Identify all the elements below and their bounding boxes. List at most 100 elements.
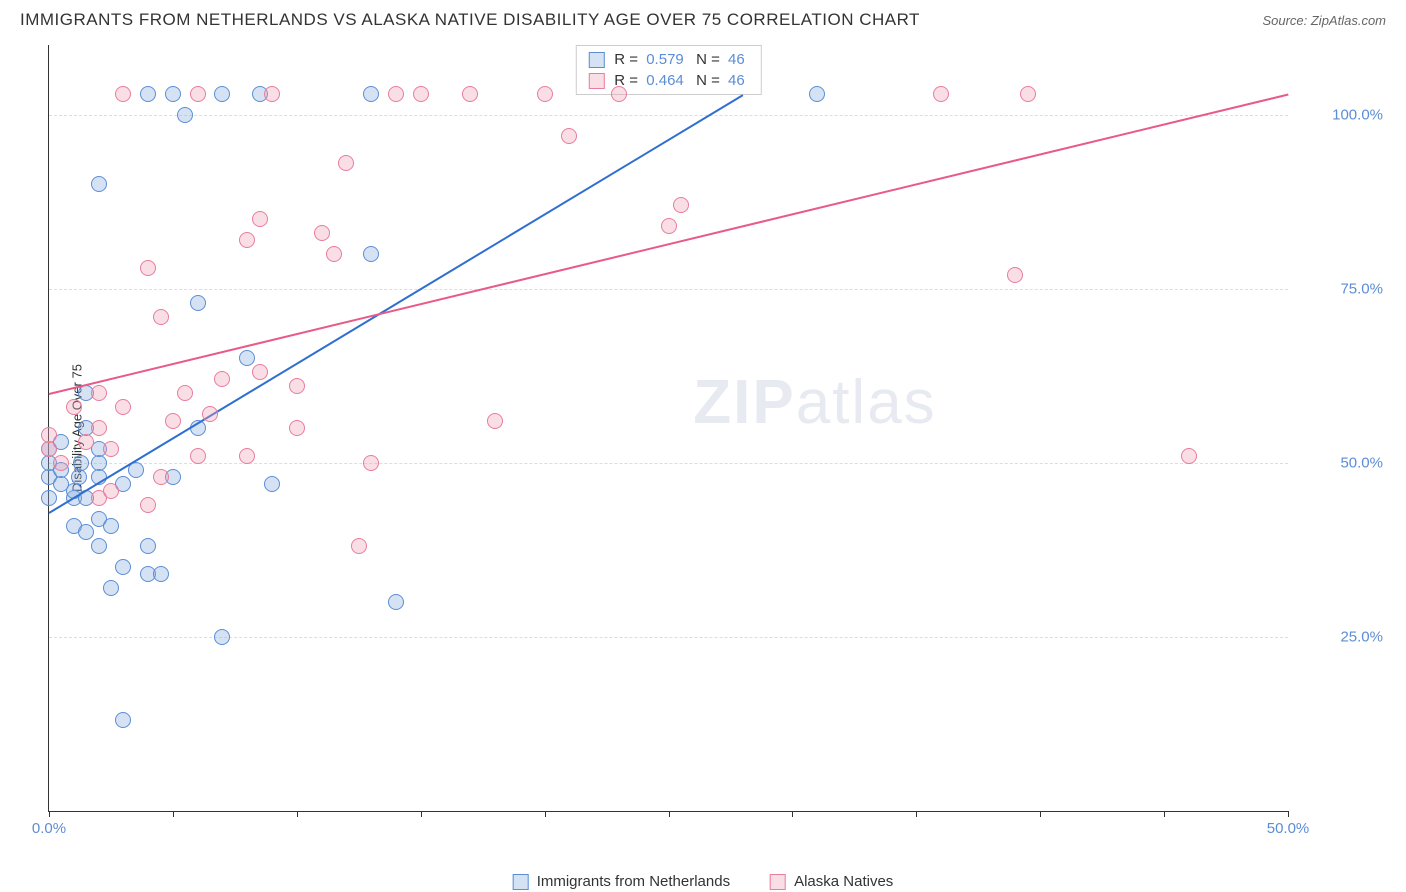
legend-swatch <box>588 73 604 89</box>
scatter-point <box>202 406 218 422</box>
scatter-point <box>239 350 255 366</box>
scatter-point <box>809 86 825 102</box>
watermark: ZIPatlas <box>693 367 936 438</box>
scatter-point <box>214 371 230 387</box>
scatter-point <box>153 469 169 485</box>
scatter-point <box>91 538 107 554</box>
legend-label: Immigrants from Netherlands <box>537 873 730 890</box>
scatter-point <box>53 455 69 471</box>
scatter-point <box>611 86 627 102</box>
scatter-point <box>363 86 379 102</box>
y-tick-label: 50.0% <box>1293 454 1383 471</box>
x-tick <box>1164 811 1165 817</box>
correlation-row: R = 0.579 N = 46 <box>576 49 760 70</box>
gridline-h <box>49 463 1288 464</box>
scatter-point <box>115 559 131 575</box>
x-tick-label: 0.0% <box>32 820 66 837</box>
scatter-point <box>103 518 119 534</box>
scatter-point <box>140 260 156 276</box>
scatter-point <box>1020 86 1036 102</box>
scatter-point <box>661 218 677 234</box>
scatter-point <box>314 225 330 241</box>
scatter-point <box>561 128 577 144</box>
legend-item: Alaska Natives <box>770 873 893 890</box>
correlation-row: R = 0.464 N = 46 <box>576 70 760 91</box>
scatter-point <box>363 455 379 471</box>
chart-container: Disability Age Over 75 ZIPatlas R = 0.57… <box>48 45 1388 842</box>
x-tick <box>297 811 298 817</box>
scatter-point <box>252 364 268 380</box>
gridline-h <box>49 289 1288 290</box>
legend-item: Immigrants from Netherlands <box>513 873 730 890</box>
scatter-point <box>1181 448 1197 464</box>
scatter-point <box>165 86 181 102</box>
scatter-point <box>91 420 107 436</box>
series-legend: Immigrants from Netherlands Alaska Native… <box>513 873 894 890</box>
scatter-point <box>115 399 131 415</box>
scatter-point <box>103 441 119 457</box>
scatter-point <box>71 469 87 485</box>
scatter-point <box>1007 267 1023 283</box>
scatter-point <box>252 211 268 227</box>
correlation-text: R = 0.579 N = 46 <box>614 51 748 68</box>
x-tick <box>916 811 917 817</box>
scatter-point <box>103 580 119 596</box>
x-tick <box>792 811 793 817</box>
chart-title: IMMIGRANTS FROM NETHERLANDS VS ALASKA NA… <box>20 10 920 30</box>
legend-swatch <box>513 874 529 890</box>
scatter-point <box>140 86 156 102</box>
legend-label: Alaska Natives <box>794 873 893 890</box>
x-tick <box>49 811 50 817</box>
scatter-point <box>78 524 94 540</box>
x-tick <box>173 811 174 817</box>
scatter-point <box>933 86 949 102</box>
scatter-point <box>363 246 379 262</box>
scatter-point <box>326 246 342 262</box>
scatter-point <box>153 309 169 325</box>
scatter-point <box>214 86 230 102</box>
scatter-point <box>41 441 57 457</box>
scatter-point <box>165 413 181 429</box>
scatter-point <box>91 176 107 192</box>
scatter-point <box>190 86 206 102</box>
scatter-point <box>41 490 57 506</box>
scatter-point <box>190 295 206 311</box>
scatter-point <box>239 448 255 464</box>
scatter-point <box>388 86 404 102</box>
scatter-point <box>413 86 429 102</box>
scatter-point <box>115 86 131 102</box>
y-tick-label: 25.0% <box>1293 628 1383 645</box>
scatter-point <box>239 232 255 248</box>
x-tick <box>669 811 670 817</box>
y-tick-label: 100.0% <box>1293 106 1383 123</box>
scatter-point <box>177 385 193 401</box>
scatter-point <box>41 427 57 443</box>
scatter-point <box>289 420 305 436</box>
trend-line <box>48 94 743 514</box>
correlation-legend: R = 0.579 N = 46 R = 0.464 N = 46 <box>575 45 761 95</box>
scatter-point <box>462 86 478 102</box>
x-tick <box>421 811 422 817</box>
x-tick <box>1040 811 1041 817</box>
scatter-point <box>140 538 156 554</box>
scatter-point <box>78 434 94 450</box>
legend-swatch <box>770 874 786 890</box>
scatter-point <box>153 566 169 582</box>
scatter-point <box>673 197 689 213</box>
x-tick <box>1288 811 1289 817</box>
legend-swatch <box>588 52 604 68</box>
x-tick-label: 50.0% <box>1267 820 1310 837</box>
source-attribution: Source: ZipAtlas.com <box>1262 13 1386 28</box>
scatter-point <box>177 107 193 123</box>
scatter-point <box>351 538 367 554</box>
scatter-point <box>73 455 89 471</box>
scatter-point <box>338 155 354 171</box>
y-tick-label: 75.0% <box>1293 280 1383 297</box>
scatter-point <box>115 712 131 728</box>
scatter-point <box>537 86 553 102</box>
gridline-h <box>49 115 1288 116</box>
scatter-point <box>103 483 119 499</box>
scatter-point <box>264 86 280 102</box>
gridline-h <box>49 637 1288 638</box>
scatter-point <box>289 378 305 394</box>
